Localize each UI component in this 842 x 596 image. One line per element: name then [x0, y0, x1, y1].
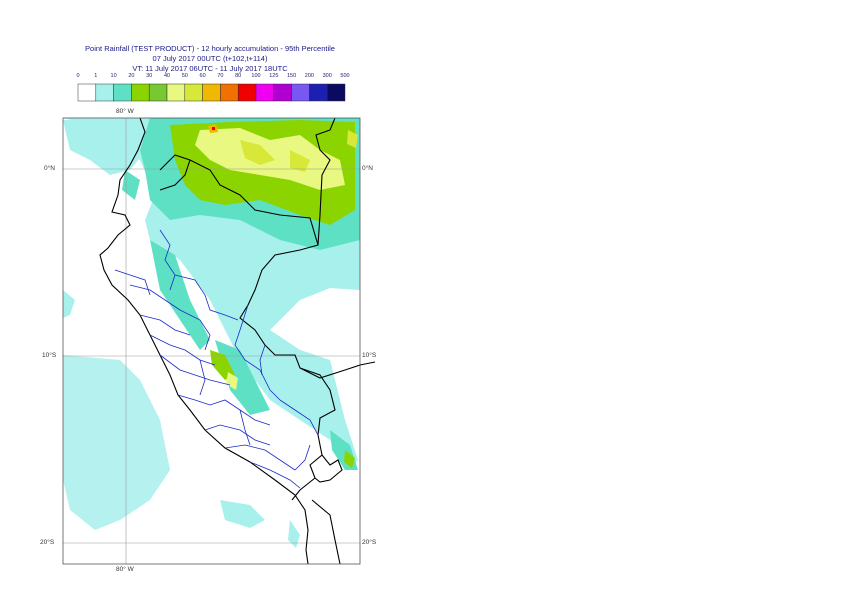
rain-max-layer — [208, 124, 218, 133]
graticule — [63, 118, 360, 564]
legend-tick-label: 50 — [181, 73, 188, 79]
legend-tick-label: 300 — [322, 73, 332, 79]
outside-borders — [359, 361, 376, 366]
legend-tick-label: 60 — [199, 73, 206, 79]
legend-tick-label: 100 — [251, 73, 261, 79]
legend-ticks: 0 1 10 20 30 40 50 60 70 80 100 125 150 200 300 500 — [0, 73, 842, 83]
rain-50mm-layer — [240, 130, 358, 172]
lat-label-10-right: 10°S — [362, 352, 377, 359]
valid-time: VT: 11 July 2017 06UTC - 11 July 2017 18… — [132, 64, 288, 73]
legend-tick-label: 0 — [76, 73, 80, 79]
legend-tick-label: 10 — [110, 73, 117, 79]
lat-label-20-right: 20°S — [362, 539, 377, 546]
map-title: Point Rainfall (TEST PRODUCT) - 12 hourl… — [85, 44, 335, 53]
map-body — [63, 118, 360, 564]
map-frame — [62, 117, 361, 565]
run-time: 07 July 2017 00UTC (t+102,t+114) — [152, 54, 268, 63]
lat-label-10-left: 10°S — [42, 352, 57, 359]
legend-tick-label: 20 — [128, 73, 135, 79]
legend-tick-label: 200 — [304, 73, 314, 79]
legend-tick-label: 40 — [163, 73, 171, 79]
lat-label-20-left: 20°S — [40, 539, 55, 546]
regional-borders — [114, 229, 319, 489]
legend-tick-label: 1 — [94, 73, 98, 79]
legend-tick-label: 80 — [235, 73, 242, 79]
legend-tick-label: 150 — [287, 73, 297, 79]
legend-tick-label: 125 — [269, 73, 279, 79]
lat-label-0-right: 0°N — [362, 165, 373, 172]
legend-tick-label: 70 — [217, 73, 224, 79]
legend-tick-label: 500 — [340, 73, 350, 79]
lon-label-bottom: 80° W — [116, 566, 134, 573]
lat-label-0-left: 0°N — [44, 165, 55, 172]
lon-label-top: 80° W — [116, 108, 134, 115]
legend-tick-label: 30 — [146, 73, 153, 79]
